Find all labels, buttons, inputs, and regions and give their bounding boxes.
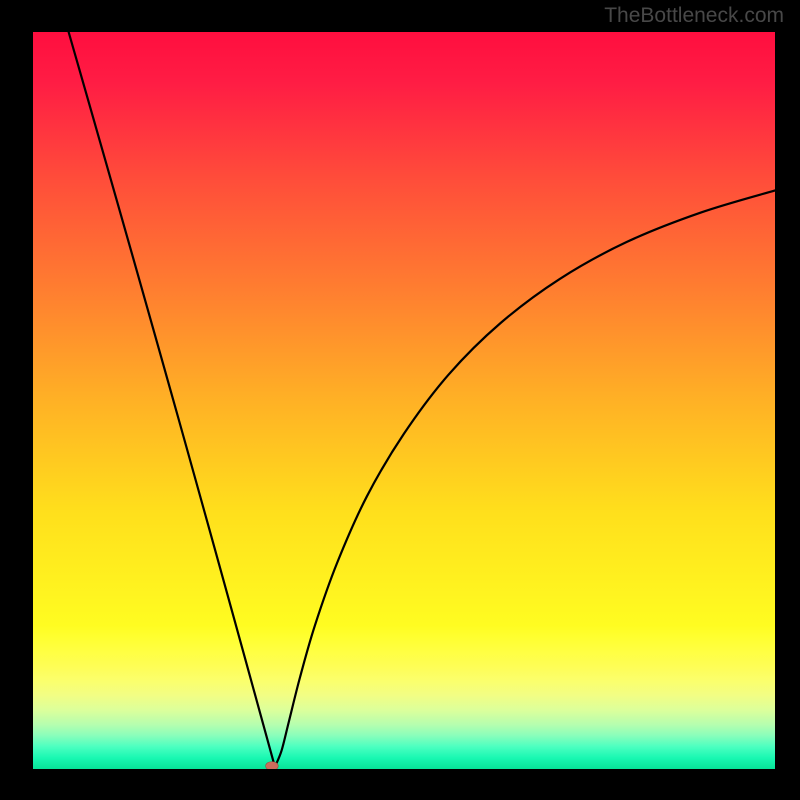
chart-stage: TheBottleneck.com: [0, 0, 800, 800]
minimum-marker-dot: [266, 762, 279, 769]
gradient-background: [33, 32, 775, 769]
watermark-text: TheBottleneck.com: [604, 4, 784, 28]
plot-area: [33, 32, 775, 769]
